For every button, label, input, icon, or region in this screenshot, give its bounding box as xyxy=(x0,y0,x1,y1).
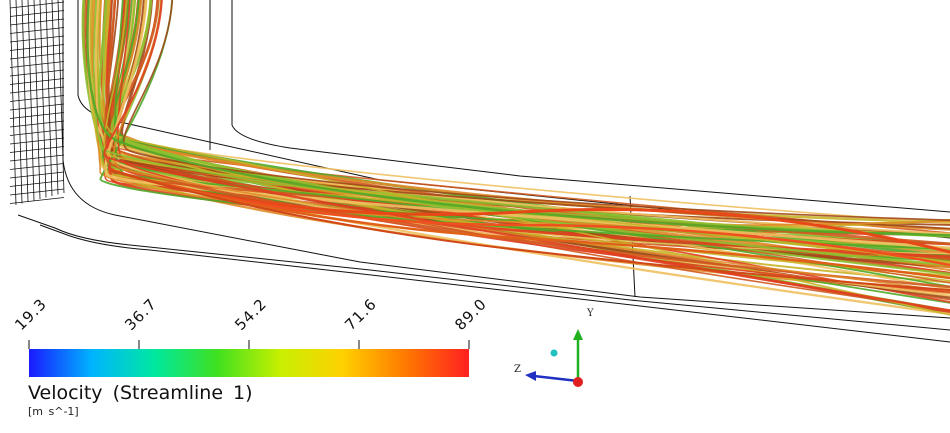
streamline xyxy=(103,0,950,312)
y-axis-label: Y xyxy=(587,308,594,319)
streamline xyxy=(108,168,950,280)
x-axis-indicator xyxy=(573,377,583,387)
inlet-mesh-block xyxy=(9,0,65,206)
streamline xyxy=(101,0,950,316)
streamline xyxy=(111,0,950,231)
streamline xyxy=(99,0,950,250)
streamline xyxy=(86,0,950,237)
legend-title: Velocity (Streamline 1) xyxy=(28,382,253,404)
streamline xyxy=(97,0,950,267)
streamline xyxy=(108,168,950,254)
axes-triad xyxy=(525,329,583,387)
streamline xyxy=(108,168,950,267)
colorbar xyxy=(29,349,469,377)
colorbar-ticks xyxy=(28,340,470,349)
streamline xyxy=(109,169,950,291)
streamline xyxy=(122,0,950,222)
z-axis-arrow xyxy=(533,374,579,383)
streamlines xyxy=(81,0,950,316)
z-axis-label: Z xyxy=(514,364,521,375)
legend-unit: [m s^-1] xyxy=(28,405,79,418)
streamline xyxy=(117,0,950,293)
view-origin-dot xyxy=(550,349,558,357)
streamline xyxy=(104,0,950,250)
streamline xyxy=(103,0,950,263)
